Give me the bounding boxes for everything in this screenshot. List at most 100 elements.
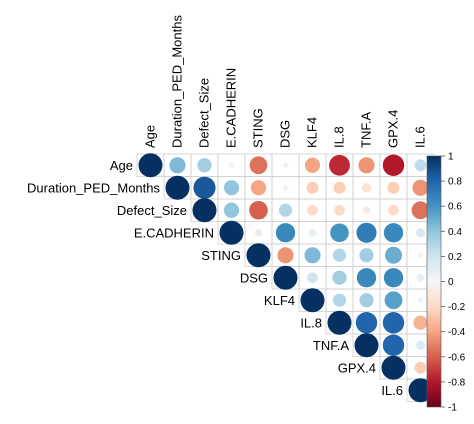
correlation-circle bbox=[327, 310, 352, 335]
correlation-circle bbox=[358, 157, 375, 174]
legend-tick-label: 0.4 bbox=[448, 227, 462, 238]
correlation-circle bbox=[332, 248, 347, 262]
column-labels: Age Duration_PED_Months Defect_Size E.CADHE… bbox=[143, 15, 428, 148]
correlation-circle bbox=[306, 181, 319, 194]
column-label: IL.6 bbox=[413, 126, 428, 148]
legend-tick-label: -0.4 bbox=[448, 327, 466, 338]
correlation-circle bbox=[308, 228, 317, 237]
correlation-circle bbox=[414, 159, 427, 172]
correlation-circle bbox=[412, 179, 429, 196]
legend-tick-label: 0.8 bbox=[448, 177, 462, 188]
correlation-circle bbox=[382, 334, 405, 356]
correlation-circle bbox=[300, 288, 325, 313]
correlation-circle bbox=[416, 273, 425, 282]
correlation-circle bbox=[417, 297, 424, 303]
row-label: Defect_Size bbox=[117, 203, 187, 218]
legend-tick-label: 1 bbox=[448, 152, 454, 163]
correlation-circle bbox=[192, 198, 217, 223]
correlation-circle bbox=[354, 333, 379, 358]
correlation-circle bbox=[413, 315, 428, 330]
column-label: Age bbox=[143, 125, 158, 148]
correlation-circle bbox=[356, 222, 377, 243]
correlation-circle bbox=[249, 200, 268, 220]
correlation-circle bbox=[282, 185, 289, 191]
correlation-circle bbox=[382, 154, 405, 176]
correlation-circle bbox=[304, 247, 321, 264]
row-label: IL.8 bbox=[300, 315, 322, 330]
correlation-circle bbox=[249, 156, 268, 175]
correlation-circle bbox=[355, 312, 378, 334]
column-label: STING bbox=[251, 108, 266, 148]
correlation-circle bbox=[383, 223, 404, 243]
row-label: KLF4 bbox=[264, 293, 295, 308]
correlation-circle bbox=[304, 157, 321, 173]
correlation-circle bbox=[165, 175, 190, 200]
column-label: GPX.4 bbox=[386, 110, 401, 148]
correlation-circle bbox=[332, 293, 347, 307]
correlation-circle bbox=[381, 355, 406, 380]
column-label: Duration_PED_Months bbox=[170, 15, 185, 148]
correlation-circle bbox=[278, 203, 293, 217]
matrix-grid bbox=[136, 153, 435, 402]
correlation-circle bbox=[219, 220, 244, 245]
legend-gradient-bar bbox=[426, 155, 442, 408]
row-label: IL.6 bbox=[381, 383, 403, 398]
legend-tick-label: 0 bbox=[448, 277, 454, 288]
correlation-circle bbox=[333, 181, 346, 194]
column-label: KLF4 bbox=[305, 117, 320, 148]
row-label: TNF.A bbox=[313, 338, 349, 353]
correlation-circle bbox=[223, 202, 240, 218]
correlation-circles bbox=[138, 153, 433, 403]
correlation-circle bbox=[417, 252, 424, 258]
correlation-circle bbox=[254, 228, 263, 237]
row-label: GPX.4 bbox=[338, 360, 376, 375]
row-label: DSG bbox=[240, 270, 268, 285]
correlation-circle bbox=[334, 204, 345, 216]
correlation-circle bbox=[359, 293, 374, 308]
correlation-circle bbox=[246, 243, 271, 268]
column-label: DSG bbox=[278, 120, 293, 148]
correlation-circle bbox=[356, 268, 377, 288]
legend-tick-label: -1 bbox=[448, 403, 457, 414]
correlation-circle bbox=[197, 158, 212, 173]
row-label: Duration_PED_Months bbox=[27, 180, 160, 195]
row-labels: Age Duration_PED_Months Defect_Size E.CADHE… bbox=[27, 158, 403, 398]
correlation-circle bbox=[385, 246, 402, 264]
row-label: STING bbox=[201, 248, 241, 263]
correlation-circle bbox=[329, 154, 350, 176]
correlation-circle bbox=[193, 176, 216, 199]
correlation-circle bbox=[384, 291, 403, 310]
correlation-circle bbox=[277, 247, 294, 264]
correlation-circle bbox=[383, 268, 404, 288]
legend-tick-label: -0.2 bbox=[448, 302, 466, 313]
correlation-circle bbox=[307, 272, 318, 284]
correlation-circle bbox=[275, 223, 296, 243]
correlation-circle bbox=[282, 162, 289, 168]
column-label: IL.8 bbox=[332, 126, 347, 148]
correlation-circle bbox=[414, 361, 427, 374]
correlation-circle bbox=[332, 270, 347, 285]
correlation-circle bbox=[415, 228, 426, 238]
row-label: Age bbox=[110, 158, 133, 173]
legend-tick-label: 0.2 bbox=[448, 252, 462, 263]
correlation-circle bbox=[408, 378, 433, 403]
correlation-circle bbox=[273, 265, 298, 290]
correlation-circle bbox=[330, 223, 349, 243]
legend-tick-label: -0.8 bbox=[448, 377, 466, 388]
legend-tick-label: 0.6 bbox=[448, 202, 462, 213]
correlation-circle bbox=[387, 181, 400, 194]
column-label: TNF.A bbox=[359, 112, 374, 148]
column-label: Defect_Size bbox=[197, 78, 212, 148]
color-legend: 1 0.8 0.6 0.4 0.2 0 -0.2 -0.4 -0.6 -0.8 -1 bbox=[426, 152, 466, 414]
correlation-circle bbox=[415, 340, 426, 350]
correlation-circle bbox=[361, 183, 372, 193]
correlation-circle bbox=[388, 204, 399, 216]
correlation-circle bbox=[228, 162, 235, 168]
correlation-circle bbox=[359, 248, 374, 263]
correlation-circle bbox=[382, 312, 405, 334]
correlation-circle bbox=[307, 204, 318, 216]
correlation-circle bbox=[250, 180, 267, 196]
correlation-circle bbox=[169, 157, 186, 174]
legend-tick-label: -0.6 bbox=[448, 352, 466, 363]
